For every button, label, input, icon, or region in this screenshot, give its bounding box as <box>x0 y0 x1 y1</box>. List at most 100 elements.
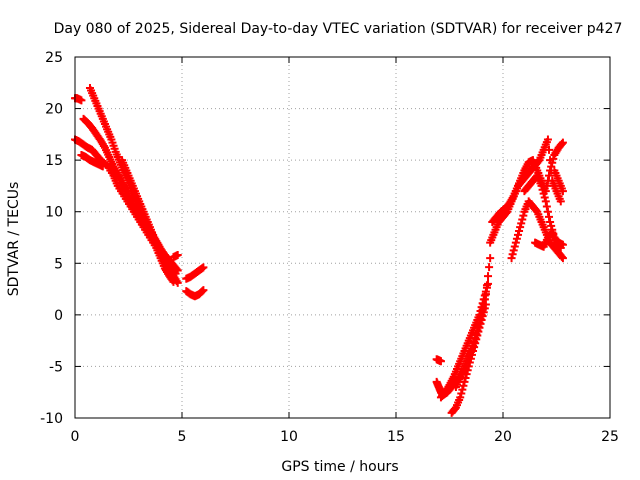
x-tick-label: 15 <box>387 429 405 445</box>
y-tick-label: -5 <box>49 359 63 375</box>
series-track-h <box>182 263 208 283</box>
series-track-f <box>118 156 182 287</box>
y-tick-label: 10 <box>45 205 63 221</box>
series-track-i <box>182 286 208 301</box>
data-point <box>486 254 495 263</box>
data-point <box>538 185 547 194</box>
data-point <box>511 238 520 247</box>
data-point <box>509 246 518 255</box>
data-point <box>199 263 208 272</box>
data-point <box>474 322 483 331</box>
y-tick-label: 0 <box>54 308 63 324</box>
series-track-n <box>451 290 490 392</box>
series-track-c <box>77 150 107 171</box>
data-point <box>545 145 554 154</box>
data-point <box>546 218 555 227</box>
data-point <box>173 278 182 287</box>
data-point <box>540 193 549 202</box>
x-axis-label: GPS time / hours <box>281 459 398 475</box>
data-point <box>479 300 488 309</box>
data-point <box>456 393 465 402</box>
y-tick-label: 5 <box>54 256 63 272</box>
data-point <box>173 251 182 260</box>
data-point <box>545 171 554 180</box>
data-point <box>519 211 528 220</box>
data-point <box>461 374 470 383</box>
data-point <box>556 243 565 252</box>
data-point <box>537 181 546 190</box>
data-point <box>512 234 521 243</box>
series-track-s <box>531 228 565 252</box>
data-point <box>557 252 566 261</box>
data-point <box>558 254 567 263</box>
y-tick-label: -10 <box>40 411 63 427</box>
data-point <box>557 139 566 148</box>
x-tick-label: 20 <box>494 429 512 445</box>
data-point <box>471 334 480 343</box>
data-point <box>558 187 567 196</box>
chart-title: Day 080 of 2025, Sidereal Day-to-day VTE… <box>54 21 623 37</box>
data-point <box>518 215 527 224</box>
data-point <box>515 227 524 236</box>
data-point <box>539 189 548 198</box>
x-tick-label: 10 <box>280 429 298 445</box>
y-axis-label: SDTVAR / TECUs <box>6 182 22 297</box>
data-point <box>459 381 468 390</box>
data-point <box>478 305 487 314</box>
data-point <box>510 242 519 251</box>
data-point <box>173 266 182 275</box>
data-point <box>476 314 485 323</box>
data-point <box>507 254 516 263</box>
data-point <box>482 283 491 292</box>
data-point <box>172 265 181 274</box>
data-point <box>555 242 564 251</box>
data-point <box>481 290 490 299</box>
y-tick-label: 25 <box>45 50 63 66</box>
data-point <box>484 272 493 281</box>
data-point <box>470 337 479 346</box>
series-track-p <box>488 135 565 227</box>
data-point <box>472 330 481 339</box>
y-tick-label: 15 <box>45 153 63 169</box>
x-tick-label: 0 <box>71 429 80 445</box>
data-point <box>480 295 489 304</box>
data-point <box>436 357 445 366</box>
data-point <box>542 202 551 211</box>
data-point <box>546 156 555 165</box>
data-point <box>517 219 526 228</box>
data-point <box>458 385 467 394</box>
x-tick-label: 5 <box>178 429 187 445</box>
data-point <box>198 287 207 296</box>
y-tick-label: 20 <box>45 102 63 118</box>
data-point <box>556 197 565 206</box>
data-point <box>473 326 482 335</box>
series-track-t <box>550 166 567 196</box>
y-tick-labels: -10 -5 0 5 10 15 20 25 <box>40 50 63 427</box>
data-point <box>516 223 525 232</box>
data-point <box>485 263 494 272</box>
series-track-a <box>71 94 86 105</box>
data-point <box>513 230 522 239</box>
x-tick-labels: 0 5 10 15 20 25 <box>71 429 619 445</box>
data-point <box>457 389 466 398</box>
data-point <box>547 221 556 230</box>
series-track-j <box>432 355 445 366</box>
series-track-g <box>169 251 182 262</box>
data-point <box>477 310 486 319</box>
data-point <box>541 197 550 206</box>
data-point <box>98 162 107 171</box>
data-point <box>545 212 554 221</box>
data-point <box>558 138 567 147</box>
series-track-q <box>507 197 567 263</box>
data-point <box>475 318 484 327</box>
x-tick-label: 25 <box>601 429 619 445</box>
data-point <box>199 286 208 295</box>
grid-lines <box>75 57 610 418</box>
data-point <box>77 96 86 105</box>
data-point <box>484 279 493 288</box>
data-point <box>508 250 517 259</box>
data-point <box>543 207 552 216</box>
